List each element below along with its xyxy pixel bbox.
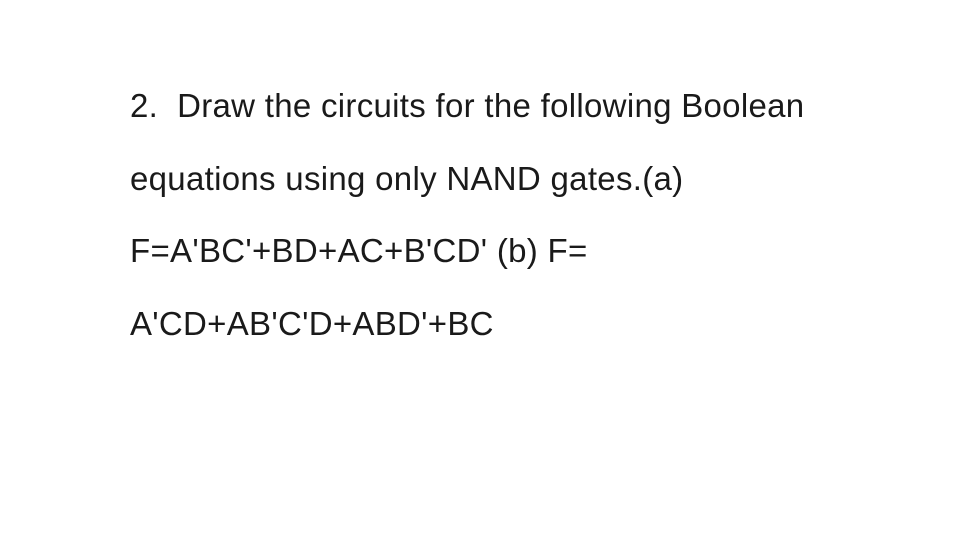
equation-a: F=A'BC'+BD+AC+B'CD' xyxy=(130,232,487,269)
question-prompt: Draw the circuits for the following Bool… xyxy=(130,87,804,197)
question-number: 2. xyxy=(130,87,158,124)
question-container: 2. Draw the circuits for the following B… xyxy=(0,0,964,420)
question-body: 2. Draw the circuits for the following B… xyxy=(130,70,904,360)
